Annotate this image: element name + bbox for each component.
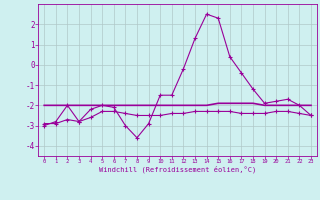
X-axis label: Windchill (Refroidissement éolien,°C): Windchill (Refroidissement éolien,°C): [99, 166, 256, 173]
